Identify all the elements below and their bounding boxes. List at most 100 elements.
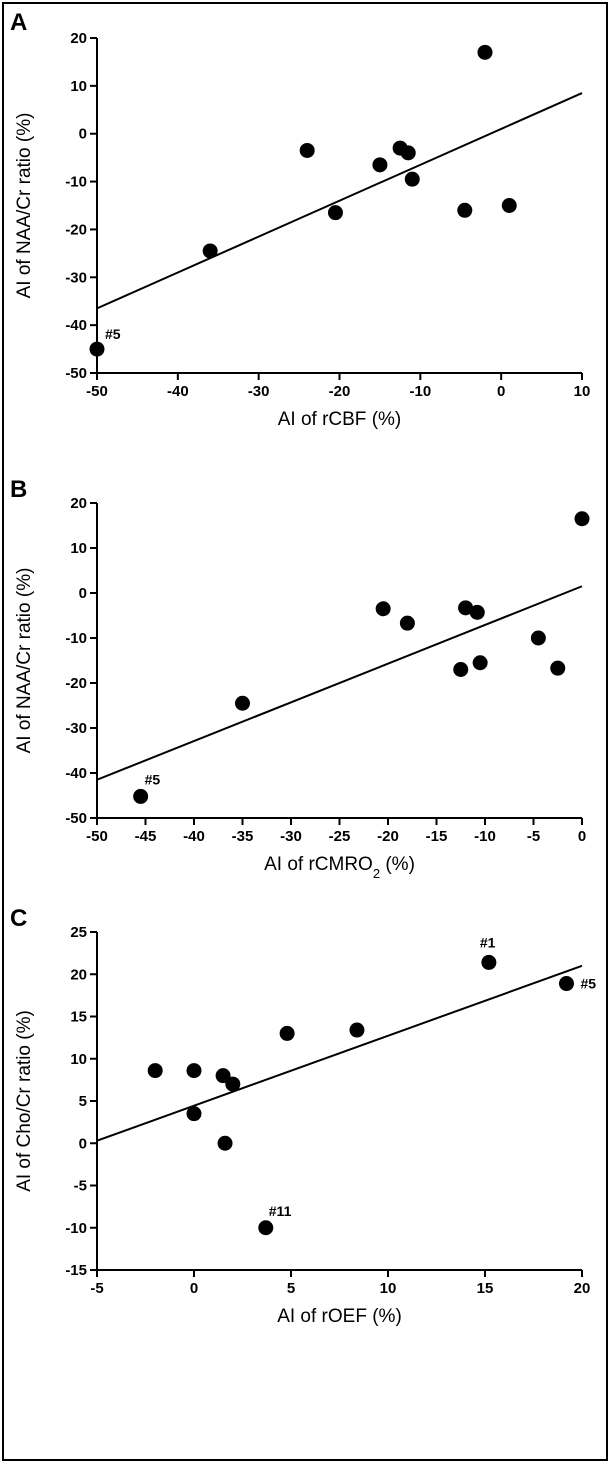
x-tick-label: -10 <box>409 383 431 400</box>
data-point <box>299 142 315 158</box>
regression-line <box>96 92 583 310</box>
data-point <box>457 202 473 218</box>
y-tick-label: -5 <box>74 1178 87 1195</box>
data-point <box>501 198 517 213</box>
x-tick-label: -20 <box>329 383 351 400</box>
regression-line <box>96 585 583 781</box>
y-tick-label: 0 <box>79 1135 87 1152</box>
regression-line <box>96 964 583 1142</box>
y-axis-title: AI of Cho/Cr ratio (%) <box>14 1010 35 1192</box>
data-point <box>399 615 415 631</box>
y-tick-label: -15 <box>65 1262 87 1279</box>
y-tick-label: 20 <box>70 495 87 512</box>
x-tick-label: 0 <box>497 383 505 400</box>
x-tick-label: 0 <box>190 1280 198 1297</box>
x-tick-label: 5 <box>287 1280 295 1297</box>
data-point <box>225 1076 241 1092</box>
data-point <box>477 44 493 60</box>
y-tick-label: 15 <box>70 1009 87 1026</box>
data-point <box>404 171 420 187</box>
x-tick-label: -35 <box>232 828 254 845</box>
x-tick-label: -15 <box>426 828 448 845</box>
data-point <box>349 1022 365 1038</box>
data-point <box>453 662 469 677</box>
x-tick-label: 15 <box>477 1280 494 1297</box>
x-tick-label: 10 <box>574 383 591 400</box>
y-tick-label: 25 <box>70 924 87 941</box>
x-tick-label: -5 <box>527 828 540 845</box>
data-point <box>458 600 474 616</box>
x-axis-title: AI of rCMRO2 (%) <box>264 854 415 881</box>
data-point <box>558 976 574 992</box>
point-annotation: #5 <box>580 976 596 992</box>
data-point <box>400 145 416 161</box>
x-tick-label: 20 <box>574 1280 591 1297</box>
x-tick-label: 0 <box>578 828 586 845</box>
data-point <box>375 601 391 617</box>
y-tick-label: 20 <box>70 30 87 47</box>
y-tick-label: 5 <box>79 1093 87 1110</box>
data-point <box>186 1106 202 1122</box>
y-tick-label: 20 <box>70 966 87 983</box>
x-tick-label: -25 <box>329 828 351 845</box>
panel-a: A -50 -40 -30 -20 -10 0 10 20 -50 -40 -30 -20 -10 0 10 #… <box>10 9 590 430</box>
y-tick-label: -10 <box>65 630 87 647</box>
y-tick-label: 0 <box>79 126 87 143</box>
x-axis-title: AI of rOEF (%) <box>277 1306 402 1327</box>
x-tick-label: -10 <box>474 828 496 845</box>
y-tick-label: -30 <box>65 720 87 737</box>
y-tick-label: -10 <box>65 1220 87 1237</box>
x-tick-label: -30 <box>248 383 270 400</box>
data-point <box>186 1063 202 1079</box>
data-point <box>372 157 388 173</box>
y-axis-title: AI of NAA/Cr ratio (%) <box>14 568 35 754</box>
x-tick-label: -40 <box>183 828 205 845</box>
data-point <box>574 511 590 527</box>
data-point <box>202 243 218 259</box>
data-point <box>89 341 105 357</box>
y-tick-label: -40 <box>65 765 87 782</box>
y-tick-label: 0 <box>79 585 87 602</box>
data-point <box>147 1063 163 1079</box>
x-tick-label: -50 <box>86 828 108 845</box>
data-point <box>550 660 566 676</box>
y-tick-label: -50 <box>65 810 87 827</box>
y-tick-label: -50 <box>65 365 87 382</box>
point-annotation: #5 <box>105 326 121 342</box>
panel-label-b: B <box>10 476 27 503</box>
y-tick-label: 10 <box>70 78 87 95</box>
data-point <box>215 1068 231 1084</box>
data-point <box>235 695 250 711</box>
y-tick-label: 10 <box>70 1051 87 1068</box>
y-tick-label: -40 <box>65 317 87 334</box>
panel-label-c: C <box>10 905 27 932</box>
x-tick-label: 10 <box>380 1280 397 1297</box>
y-tick-label: -20 <box>65 221 87 238</box>
panel-label-a: A <box>10 9 27 36</box>
x-tick-label: -50 <box>86 383 108 400</box>
x-tick-label: -45 <box>135 828 157 845</box>
x-tick-label: -5 <box>90 1280 103 1297</box>
point-annotation: #11 <box>269 1203 292 1219</box>
point-annotation: #1 <box>480 934 496 950</box>
data-point <box>217 1135 233 1151</box>
data-point <box>530 630 546 646</box>
data-point <box>469 604 485 620</box>
x-axis-title: AI of rCBF (%) <box>278 409 402 430</box>
y-tick-label: 10 <box>70 540 87 557</box>
data-point <box>481 954 497 970</box>
y-tick-label: -20 <box>65 675 87 692</box>
data-point <box>327 205 343 221</box>
data-point <box>258 1220 274 1236</box>
data-point <box>133 788 149 804</box>
y-axis-title: AI of NAA/Cr ratio (%) <box>14 113 35 299</box>
data-point <box>279 1025 295 1041</box>
y-tick-label: -30 <box>65 269 87 286</box>
panel-c: C -15 -10 -5 0 5 10 15 20 25 -5 0 5 10 15 20 #11 #1 #5 AI o… <box>10 905 596 1327</box>
x-tick-label: -20 <box>377 828 399 845</box>
point-annotation: #5 <box>145 771 161 787</box>
data-point <box>472 655 488 671</box>
